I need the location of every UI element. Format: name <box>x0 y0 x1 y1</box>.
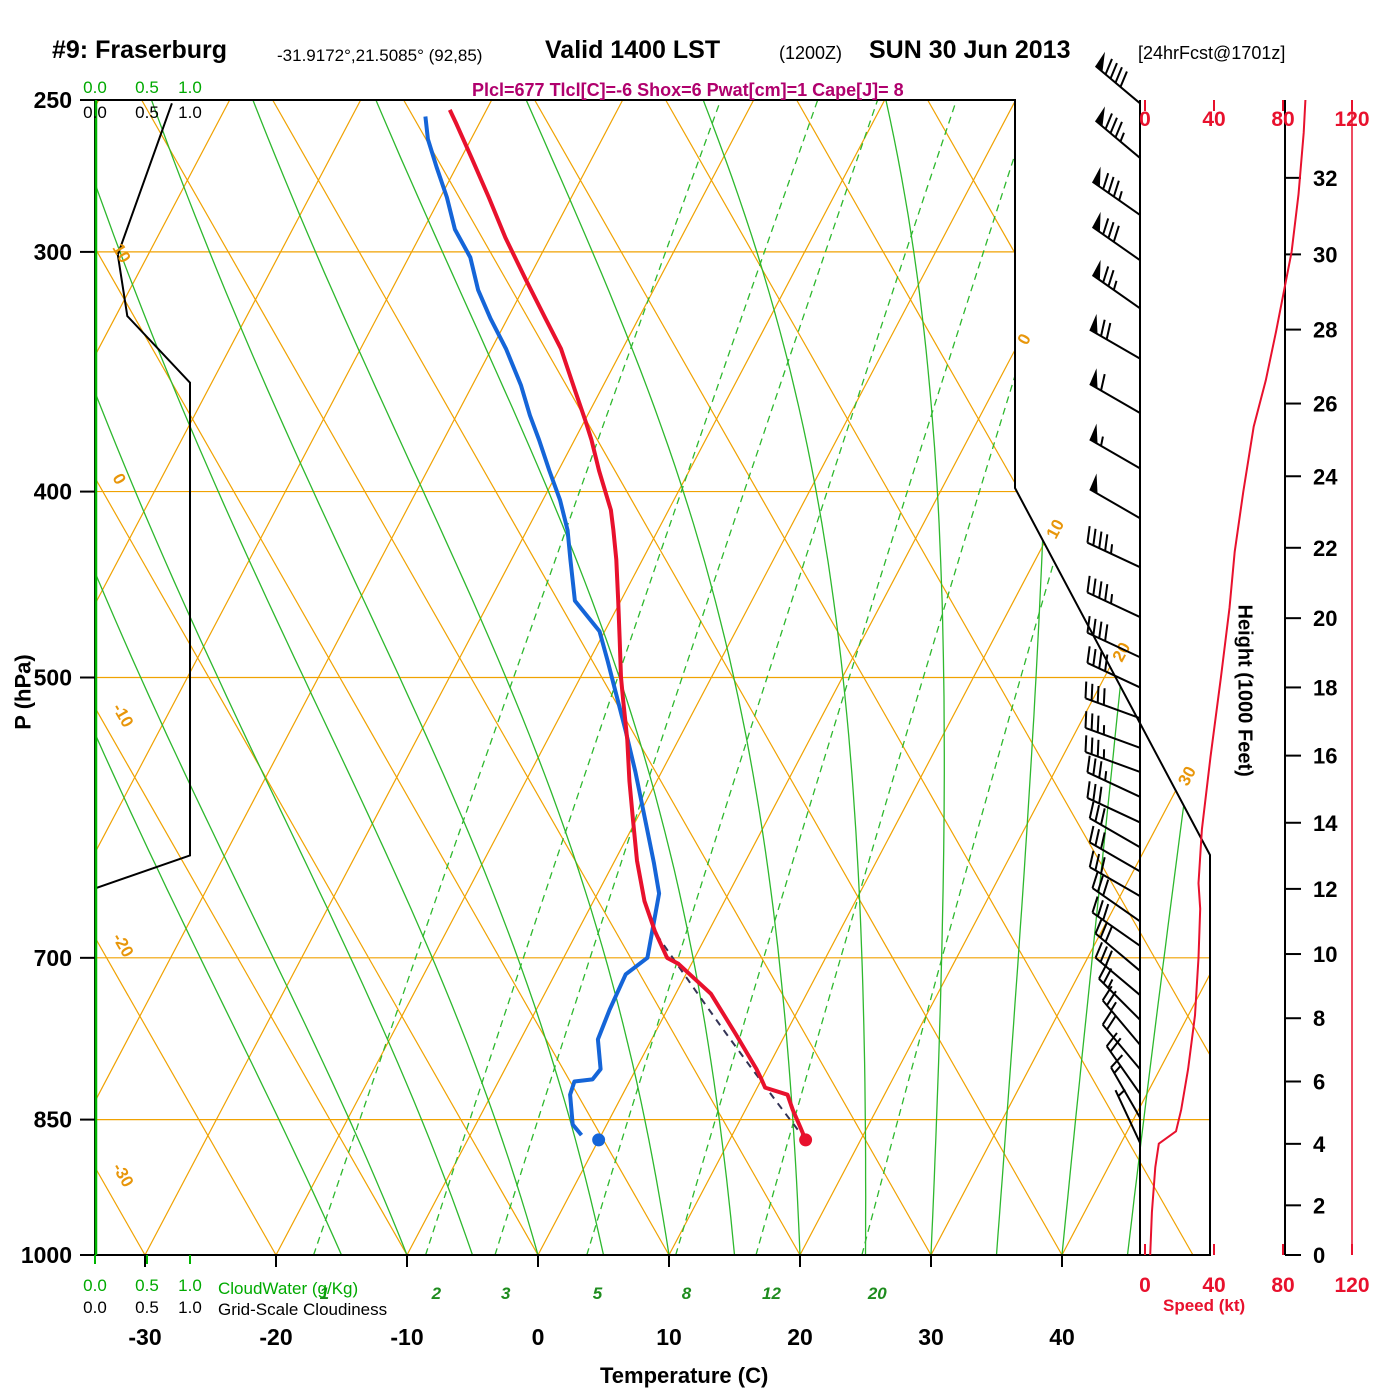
temperature-tick-label: -30 <box>128 1324 161 1350</box>
cloud-scale-black-top: 0.5 <box>135 103 159 122</box>
speed-tick-label-bottom: 40 <box>1202 1274 1225 1297</box>
mixing-ratio-label: 3 <box>501 1284 511 1303</box>
height-tick-label: 12 <box>1313 877 1337 902</box>
pressure-tick-label: 500 <box>34 665 72 691</box>
isotherm-label: 30 <box>1174 763 1200 789</box>
mixing-ratio-labels: 1 2 3 5 8 12 20 <box>320 1284 888 1303</box>
speed-tick-label-bottom: 80 <box>1271 1274 1294 1297</box>
speed-tick-label-top: 0 <box>1139 108 1151 131</box>
height-tick-label: 16 <box>1313 744 1337 769</box>
temperature-curve <box>447 109 808 1141</box>
surface-temp-dot <box>799 1133 813 1147</box>
cloud-scale-green-bottom: 0.0 <box>83 1276 107 1295</box>
height-tick-label: 22 <box>1313 536 1337 561</box>
height-tick-label: 26 <box>1313 392 1337 417</box>
cloudiness-curve <box>95 102 191 890</box>
cloud-scale: 0.0 0.0 0.0 0.0 0.5 0.5 0.5 0.5 1.0 1.0 1.0 1.0 <box>83 78 202 1317</box>
cloud-scale-black-top: 1.0 <box>178 103 202 122</box>
temperature-tick-label: 40 <box>1049 1324 1075 1350</box>
height-tick-label: 24 <box>1313 464 1338 489</box>
cloudiness-label: Grid-Scale Cloudiness <box>218 1300 388 1319</box>
cloud-scale-black-bottom: 0.0 <box>83 1298 107 1317</box>
cloud-scale-black-bottom: 1.0 <box>178 1298 202 1317</box>
temperature-axis-label: Temperature (C) <box>600 1363 769 1388</box>
height-tick-label: 18 <box>1313 675 1337 700</box>
valid-time: Valid 1400 LST <box>545 36 721 64</box>
height-tick-label: 20 <box>1313 606 1337 631</box>
indices-line: Plcl=677 Tlcl[C]=-6 Shox=6 Pwat[cm]=1 Ca… <box>472 80 904 100</box>
height-tick-label: 10 <box>1313 942 1337 967</box>
pressure-axis-label: P (hPa) <box>10 654 36 730</box>
dry-adiabat-label: 10 <box>109 240 135 266</box>
cloud-scale-black-top: 0.0 <box>83 103 107 122</box>
height-tick-label: 32 <box>1313 166 1337 191</box>
page-title: #9: Fraserburg <box>52 36 228 64</box>
cloud-scale-green-top: 0.0 <box>83 78 107 97</box>
pressure-tick-label: 300 <box>34 239 72 265</box>
valid-zulu: (1200Z) <box>779 43 843 63</box>
height-tick-label: 14 <box>1313 811 1338 836</box>
pressure-tick-label: 850 <box>34 1107 72 1133</box>
cloud-scale-green-top: 1.0 <box>178 78 202 97</box>
speed-tick-label-top: 80 <box>1271 108 1294 131</box>
height-tick-label: 30 <box>1313 242 1337 267</box>
cloud-scale-black-bottom: 0.5 <box>135 1298 159 1317</box>
height-tick-label: 8 <box>1313 1006 1325 1031</box>
temperature-tick-label: 0 <box>532 1324 545 1350</box>
mixing-ratio-label: 20 <box>867 1284 887 1303</box>
speed-axis-label: Speed (kt) <box>1163 1296 1246 1315</box>
forecast-tag: [24hrFcst@1701z] <box>1138 43 1286 63</box>
dewpoint-curve <box>423 116 662 1137</box>
temperature-tick-label: 20 <box>787 1324 813 1350</box>
moist-adiabat-lines <box>95 100 1210 1255</box>
mixing-ratio-lines <box>312 100 1192 1255</box>
height-tick-label: 4 <box>1313 1132 1326 1157</box>
speed-tick-label-top: 40 <box>1202 108 1225 131</box>
mixing-ratio-label: 12 <box>762 1284 781 1303</box>
pressure-tick-label: 700 <box>34 945 72 971</box>
surface-dewpoint-dot <box>592 1133 606 1147</box>
height-tick-label: 28 <box>1313 318 1337 343</box>
isotherm-label: 10 <box>1042 516 1068 542</box>
valid-date: SUN 30 Jun 2013 <box>869 36 1071 64</box>
height-tick-label: 6 <box>1313 1069 1325 1094</box>
speed-tick-label-bottom: 120 <box>1334 1274 1369 1297</box>
speed-curve <box>1149 99 1307 1256</box>
dry-adiabat-label: -10 <box>109 700 138 731</box>
cloud-scale-green-top: 0.5 <box>135 78 159 97</box>
temperature-tick-label: -10 <box>390 1324 423 1350</box>
mixing-ratio-label: 8 <box>682 1284 692 1303</box>
mixing-ratio-label: 5 <box>593 1284 603 1303</box>
mixing-ratio-label: 2 <box>431 1284 442 1303</box>
mixing-ratio-label: 1 <box>320 1284 329 1303</box>
grid-lines <box>95 100 1210 1255</box>
cloudwater-label: CloudWater (g/Kg) <box>218 1279 359 1298</box>
speed-tick-label-top: 120 <box>1334 108 1369 131</box>
height-tick-label: 0 <box>1313 1243 1325 1268</box>
cloud-scale-green-bottom: 0.5 <box>135 1276 159 1295</box>
height-tick-label: 2 <box>1313 1193 1325 1218</box>
isotherm-label: 0 <box>1014 331 1035 348</box>
dry-adiabat-label: -30 <box>109 1160 138 1191</box>
temperature-axis: -30 -20 -10 0 10 20 30 40 <box>128 1255 1075 1350</box>
pressure-axis: 250 300 400 500 700 850 1000 <box>21 87 95 1268</box>
speed-tick-label-bottom: 0 <box>1139 1274 1151 1297</box>
pressure-tick-label: 1000 <box>21 1242 72 1268</box>
temperature-tick-label: -20 <box>259 1324 292 1350</box>
temperature-tick-label: 10 <box>656 1324 682 1350</box>
station-coords: -31.9172°,21.5085° (92,85) <box>277 46 483 65</box>
dry-adiabat-label: 0 <box>109 470 130 488</box>
cloud-scale-green-bottom: 1.0 <box>178 1276 202 1295</box>
parcel-path <box>654 931 807 1141</box>
dry-adiabat-label: -20 <box>109 930 138 961</box>
wind-barbs <box>1084 51 1141 1144</box>
height-axis-label: Height (1000 Feet) <box>1233 604 1256 777</box>
pressure-tick-label: 250 <box>34 87 72 113</box>
temperature-tick-label: 30 <box>918 1324 944 1350</box>
pressure-tick-label: 400 <box>34 479 72 505</box>
